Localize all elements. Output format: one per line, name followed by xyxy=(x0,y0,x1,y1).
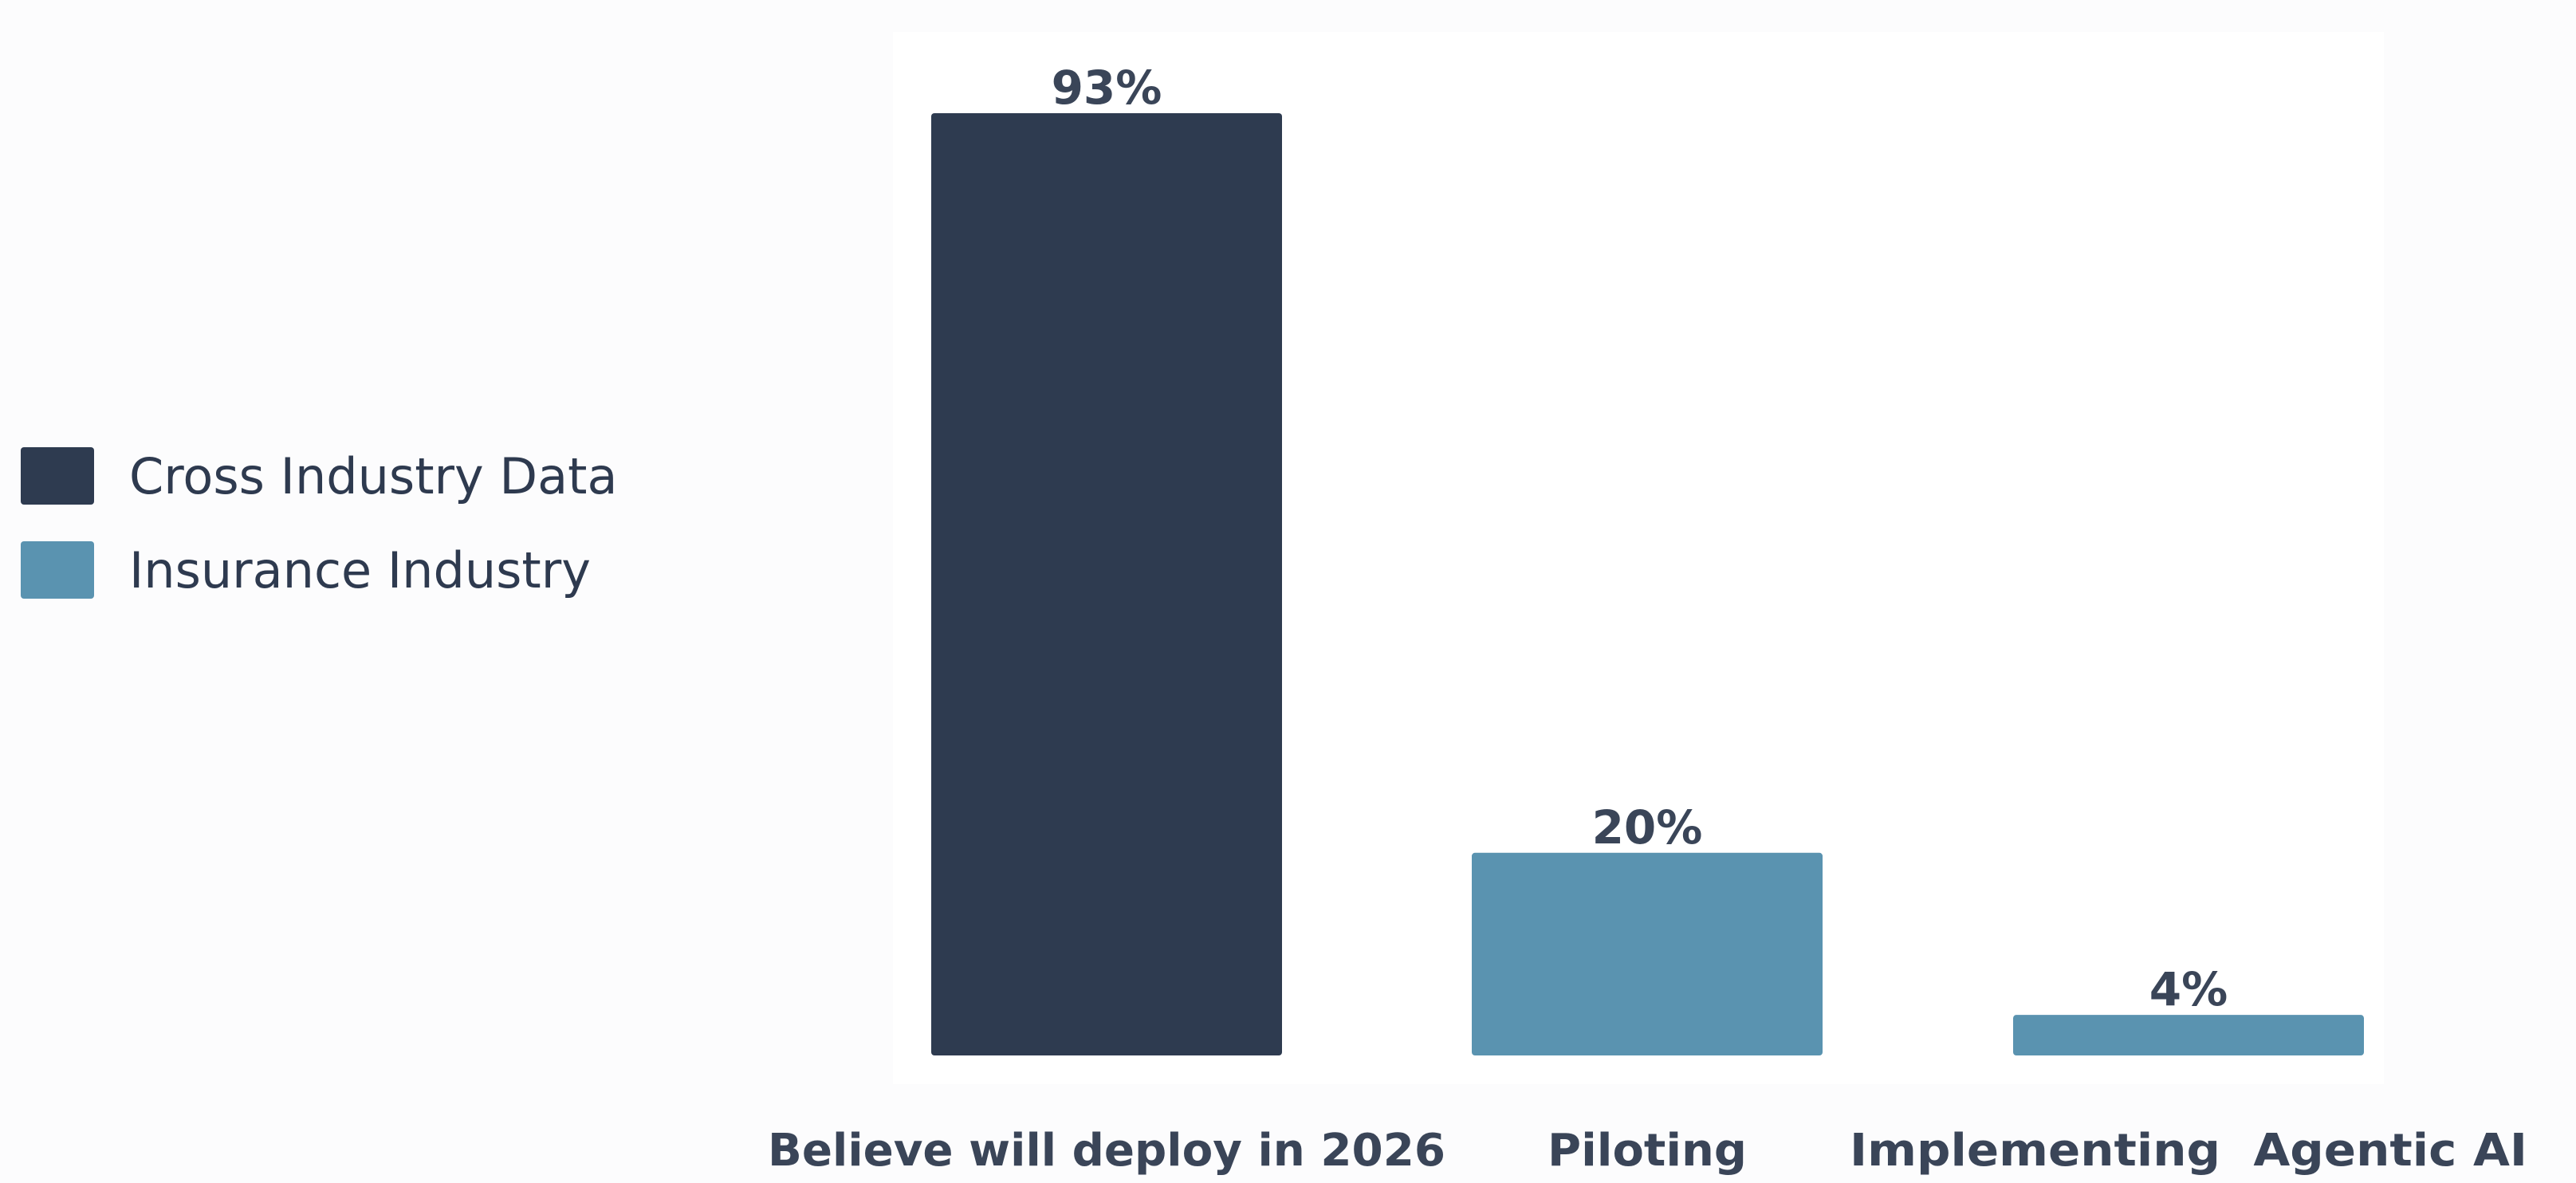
data-label-piloting: 20% xyxy=(1592,800,1703,855)
data-label-implementing-agentic-ai: 4% xyxy=(2149,962,2228,1016)
data-label-believe-will-deploy-in-2026: 93% xyxy=(1052,61,1162,115)
legend-swatch-insurance xyxy=(21,541,94,599)
legend-item-cross-industry: Cross Industry Data xyxy=(21,429,617,523)
bar-implementing-agentic-ai xyxy=(2013,1015,2364,1055)
bar-piloting xyxy=(1472,852,1823,1055)
legend-swatch-cross-industry xyxy=(21,447,94,505)
legend-item-insurance: Insurance Industry xyxy=(21,523,617,617)
category-label-believe-will-deploy-in-2026: Believe will deploy in 2026 xyxy=(768,1125,1445,1177)
category-label-piloting: Piloting xyxy=(1548,1125,1747,1177)
bar-believe-will-deploy-in-2026 xyxy=(931,112,1282,1056)
category-label-implementing-agentic-ai: Implementing Agentic AI xyxy=(1850,1125,2527,1177)
bars-layer xyxy=(931,112,2364,1056)
labels-layer: 93% Believe will deploy in 2026 20% Pilotin… xyxy=(768,61,2527,1177)
legend-label-cross-industry: Cross Industry Data xyxy=(129,446,618,505)
legend-label-insurance: Insurance Industry xyxy=(129,540,591,599)
legend: Cross Industry Data Insurance Industry xyxy=(21,429,617,617)
